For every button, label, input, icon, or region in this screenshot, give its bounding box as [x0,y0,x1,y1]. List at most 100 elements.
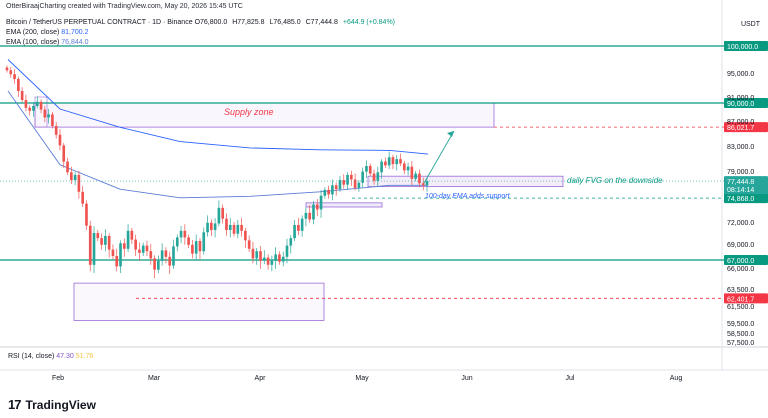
candle-body [293,224,296,239]
candle-body [274,254,277,261]
candle-body [70,172,73,181]
candle-body [285,245,289,257]
tradingview-brand: TradingView [25,397,96,412]
candle-body [187,237,190,245]
candle-body [77,174,81,192]
symbol-title[interactable]: Bitcoin / TetherUS PERPETUAL CONTRACT · … [6,19,193,26]
ob-zone [305,202,383,208]
candle-body [240,224,243,231]
candle-body [304,212,308,219]
annotation-text-2: 100-day EMA adds support [425,193,511,200]
candle-body [179,230,183,238]
candle-body [111,249,115,256]
level-tag-label-3: 74,868.0 [727,196,754,203]
candle-body [85,203,88,226]
price-tick-label: 61,500.0 [727,304,754,311]
candle-body [414,173,417,179]
level-tag-label-0: 100,000.0 [727,44,758,51]
candle-body [361,171,364,183]
candle-body [418,173,421,184]
time-tick-label: Aug [670,375,683,382]
candle-body [342,180,346,185]
tradingview-logo: 17 TradingView [8,397,96,412]
candle-body [402,163,406,171]
candle-body [399,159,402,164]
level-tag-label-5: 62,401.7 [727,296,754,303]
candle-body [39,101,43,110]
candle-body [51,114,54,126]
candle-body [183,230,187,238]
level-tag-label-1: 90,000.0 [727,101,754,108]
candle-body [100,238,103,245]
candle-body [172,246,175,266]
price-tick-label: 63,500.0 [727,287,754,294]
candle-body [319,195,323,210]
candle-body [202,232,206,252]
candle-body [217,207,221,224]
price-tick-label: 91,000.0 [727,95,754,102]
ema100-value: 76,844.0 [61,39,89,46]
candle-body [122,243,126,249]
candle-body [281,256,285,262]
level-tag-0 [724,41,768,51]
candle-body [350,174,353,180]
candle-body [357,182,361,188]
candle-body [13,74,16,79]
candle-body [17,79,20,91]
ohlc-close: C77,444.8 [305,19,338,26]
candle-body [297,224,300,231]
ohlc-change: +644.9 (+0.84%) [342,19,396,26]
candle-body [206,222,209,233]
forecast-arrow-line [423,130,455,184]
price-tick-label: 95,000.0 [727,71,754,78]
ema200-legend[interactable]: EMA (200, close) 81,700.2 [6,29,89,36]
ohlc-low: L76,485.0 [269,19,301,26]
price-tick-label: 79,000.0 [727,169,754,176]
candle-body [164,250,168,257]
candle-body [126,230,130,249]
ema100-legend[interactable]: EMA (100, close) 76,844.0 [6,39,89,46]
price-tick-label: 69,000.0 [727,242,754,249]
candle-body [24,100,28,108]
candle-body [300,218,304,231]
candle-body [262,257,266,261]
candle-body [138,249,141,253]
candle-body [175,237,179,247]
candle-body [395,159,399,165]
candle-body [141,245,145,253]
candle-body [47,114,50,118]
candle-body [221,207,224,219]
candle-body [391,157,395,165]
candle-body [365,166,368,172]
symbol-legend: Bitcoin / TetherUS PERPETUAL CONTRACT · … [6,19,398,26]
candle-body [266,257,270,265]
candle-body [145,245,149,252]
ema200-value: 81,700.2 [61,29,89,36]
time-tick-label: Jun [461,375,472,382]
candle-body [315,204,319,210]
candle-body [198,241,202,252]
candle-body [406,166,410,171]
candle-body [5,67,9,71]
level-tag-label-2: 86,021.7 [727,125,754,132]
candle-body [376,172,380,181]
candle-body [327,189,330,195]
time-tick-label: May [355,375,369,382]
candle-body [119,243,122,267]
ohlc-values: O76,800.0 H77,825.8 L76,485.0 C77,444.8 … [195,19,398,26]
candle-body [228,224,232,231]
price-tick-label: 66,000.0 [727,266,754,273]
ema100-line [7,90,428,199]
candle-body [278,254,281,262]
time-tick-label: Feb [52,375,64,382]
price-tick-label: 72,000.0 [727,220,754,227]
candle-body [104,235,107,245]
rsi-legend[interactable]: RSI (14, close) 47.30 51.76 [8,353,93,360]
candle-body [338,180,342,190]
candle-body [160,250,164,261]
candle-body [58,134,62,146]
candle-body [270,260,274,265]
candle-body [191,244,194,254]
price-tick-label: 57,500.0 [727,340,754,347]
